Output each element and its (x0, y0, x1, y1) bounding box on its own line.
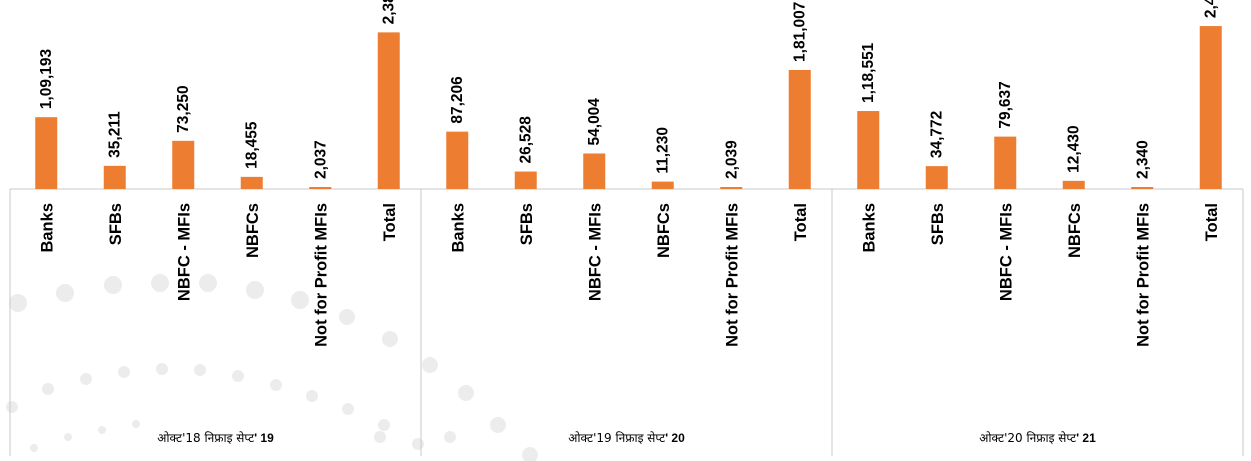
category-label-2-4: Not for Profit MFIs (1134, 203, 1152, 347)
data-label-2-5: 2,47,730 (1203, 0, 1220, 18)
category-label-1-4: Not for Profit MFIs (723, 203, 741, 347)
bar-1-1 (514, 171, 537, 189)
bar-1-0 (446, 131, 469, 189)
data-label-1-3: 11,230 (655, 127, 672, 174)
group-label-year: ' 20 (665, 431, 685, 445)
category-label-1-5: Total (792, 203, 810, 241)
category-label-2-2: NBFC - MFIs (997, 203, 1015, 301)
decorative-dot-pattern (6, 274, 538, 461)
data-label-0-2: 73,250 (175, 85, 192, 132)
category-label-0-4: Not for Profit MFIs (312, 203, 330, 347)
group-label-0: ओक्ट'18 निफ्राइ सेप्ट' 19 (157, 431, 274, 445)
group-label-2: ओक्ट'20 निफ्राइ सेप्ट' 21 (979, 431, 1096, 445)
bar-1-5 (788, 69, 811, 189)
bar-1-4 (720, 187, 743, 189)
data-label-1-5: 1,81,007 (792, 2, 809, 62)
bar-1-3 (651, 181, 674, 189)
data-label-0-5: 2,38,146 (381, 0, 398, 24)
category-label-0-3: NBFCs (244, 203, 262, 258)
group-label-prefix: ओक्ट'18 निफ्राइ सेप्ट (157, 431, 255, 445)
bar-2-5 (1199, 26, 1222, 189)
data-label-2-0: 1,18,551 (860, 42, 877, 103)
group-label-1: ओक्ट'19 निफ्राइ सेप्ट' 20 (568, 431, 685, 445)
data-label-0-1: 35,211 (107, 111, 124, 158)
group-label-prefix: ओक्ट'20 निफ्राइ सेप्ट (979, 431, 1077, 445)
category-label-2-1: SFBs (929, 203, 947, 245)
group-label-year: ' 21 (1076, 431, 1096, 445)
category-label-0-5: Total (381, 203, 399, 241)
category-label-0-1: SFBs (107, 203, 125, 245)
category-label-2-0: Banks (860, 203, 878, 253)
bar-2-2 (994, 136, 1017, 189)
category-label-2-5: Total (1203, 203, 1221, 241)
category-label-0-0: Banks (38, 203, 56, 253)
bar-0-5 (377, 32, 400, 190)
category-label-1-1: SFBs (518, 203, 536, 245)
bar-1-2 (583, 153, 606, 189)
bar-2-3 (1062, 180, 1085, 189)
bar-2-0 (857, 111, 880, 189)
bar-0-1 (103, 165, 126, 189)
category-label-1-0: Banks (449, 203, 467, 253)
data-label-1-2: 54,004 (586, 98, 603, 146)
category-label-1-3: NBFCs (655, 203, 673, 258)
bar-0-3 (240, 176, 263, 189)
data-label-1-4: 2,039 (723, 140, 740, 179)
bar-0-4 (309, 187, 332, 189)
group-label-year: ' 19 (254, 431, 274, 445)
bar-0-0 (35, 117, 58, 189)
category-label-1-2: NBFC - MFIs (586, 203, 604, 301)
data-label-0-0: 1,09,193 (38, 48, 55, 109)
group-label-prefix: ओक्ट'19 निफ्राइ सेप्ट (568, 431, 666, 445)
bar-0-2 (172, 140, 195, 189)
data-label-2-3: 12,430 (1066, 125, 1083, 172)
data-label-2-4: 2,340 (1134, 140, 1151, 179)
category-label-0-2: NBFC - MFIs (175, 203, 193, 301)
chart-marks: 1,09,193 Banks 35,211 SFBs 73,250 NBFC - MFIs… (35, 0, 1222, 445)
data-label-0-3: 18,455 (244, 121, 261, 169)
category-label-2-3: NBFCs (1066, 203, 1084, 258)
data-label-0-4: 2,037 (312, 140, 329, 179)
chart-axes (9, 188, 1244, 456)
data-label-2-1: 34,772 (929, 111, 946, 158)
data-label-1-1: 26,528 (518, 116, 535, 164)
data-label-1-0: 87,206 (449, 76, 466, 124)
bar-2-4 (1131, 187, 1154, 189)
bar-2-1 (925, 166, 948, 189)
data-label-2-2: 79,637 (997, 81, 1014, 128)
